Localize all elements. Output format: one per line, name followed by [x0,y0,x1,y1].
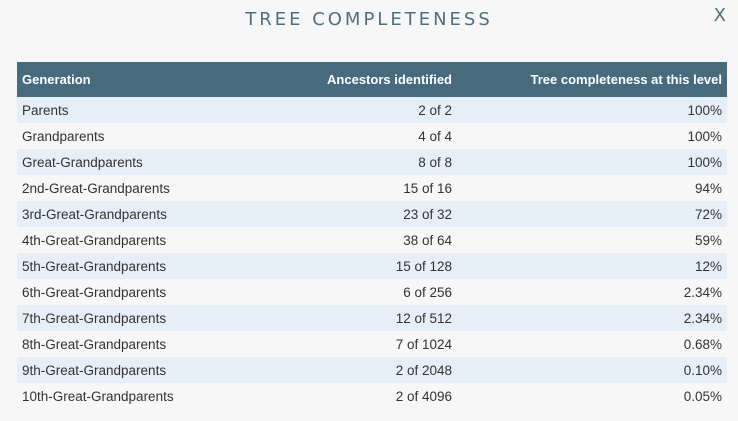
generation-cell: 3rd-Great-Grandparents [17,201,237,227]
ancestors-cell: 12 of 512 [237,305,457,331]
column-header-tree-completeness[interactable]: Tree completeness at this level [457,62,727,97]
table-row: Parents 2 of 2 100% [17,97,727,123]
column-header-generation[interactable]: Generation [17,62,237,97]
completeness-cell: 94% [457,175,727,201]
generation-cell: 6th-Great-Grandparents [17,279,237,305]
ancestors-cell: 8 of 8 [237,149,457,175]
ancestors-cell: 2 of 4096 [237,383,457,409]
completeness-cell: 100% [457,97,727,123]
completeness-cell: 100% [457,123,727,149]
completeness-cell: 0.68% [457,331,727,357]
table-header-row: Generation Ancestors identified Tree com… [17,62,727,97]
ancestors-cell: 7 of 1024 [237,331,457,357]
table-row: 6th-Great-Grandparents 6 of 256 2.34% [17,279,727,305]
table-row: 7th-Great-Grandparents 12 of 512 2.34% [17,305,727,331]
completeness-cell: 59% [457,227,727,253]
table-row: 5th-Great-Grandparents 15 of 128 12% [17,253,727,279]
generation-cell: Great-Grandparents [17,149,237,175]
generation-cell: 4th-Great-Grandparents [17,227,237,253]
table-row: 9th-Great-Grandparents 2 of 2048 0.10% [17,357,727,383]
completeness-cell: 100% [457,149,727,175]
completeness-cell: 0.10% [457,357,727,383]
table-row: Grandparents 4 of 4 100% [17,123,727,149]
column-header-ancestors-identified[interactable]: Ancestors identified [237,62,457,97]
ancestors-cell: 38 of 64 [237,227,457,253]
table-row: 4th-Great-Grandparents 38 of 64 59% [17,227,727,253]
completeness-cell: 2.34% [457,305,727,331]
ancestors-cell: 2 of 2048 [237,357,457,383]
table-row: Great-Grandparents 8 of 8 100% [17,149,727,175]
completeness-cell: 2.34% [457,279,727,305]
close-icon[interactable]: X [713,5,726,26]
table-row: 10th-Great-Grandparents 2 of 4096 0.05% [17,383,727,409]
generation-cell: Grandparents [17,123,237,149]
generation-cell: 5th-Great-Grandparents [17,253,237,279]
ancestors-cell: 6 of 256 [237,279,457,305]
ancestors-cell: 2 of 2 [237,97,457,123]
ancestors-cell: 15 of 128 [237,253,457,279]
generation-cell: Parents [17,97,237,123]
generation-cell: 10th-Great-Grandparents [17,383,237,409]
ancestors-cell: 15 of 16 [237,175,457,201]
completeness-cell: 12% [457,253,727,279]
generation-cell: 8th-Great-Grandparents [17,331,237,357]
generation-cell: 2nd-Great-Grandparents [17,175,237,201]
completeness-cell: 72% [457,201,727,227]
generation-cell: 7th-Great-Grandparents [17,305,237,331]
completeness-table: Generation Ancestors identified Tree com… [17,62,727,409]
ancestors-cell: 4 of 4 [237,123,457,149]
table-row: 8th-Great-Grandparents 7 of 1024 0.68% [17,331,727,357]
generation-cell: 9th-Great-Grandparents [17,357,237,383]
dialog-title: TREE COMPLETENESS [245,9,493,30]
completeness-cell: 0.05% [457,383,727,409]
ancestors-cell: 23 of 32 [237,201,457,227]
table-row: 2nd-Great-Grandparents 15 of 16 94% [17,175,727,201]
table-row: 3rd-Great-Grandparents 23 of 32 72% [17,201,727,227]
